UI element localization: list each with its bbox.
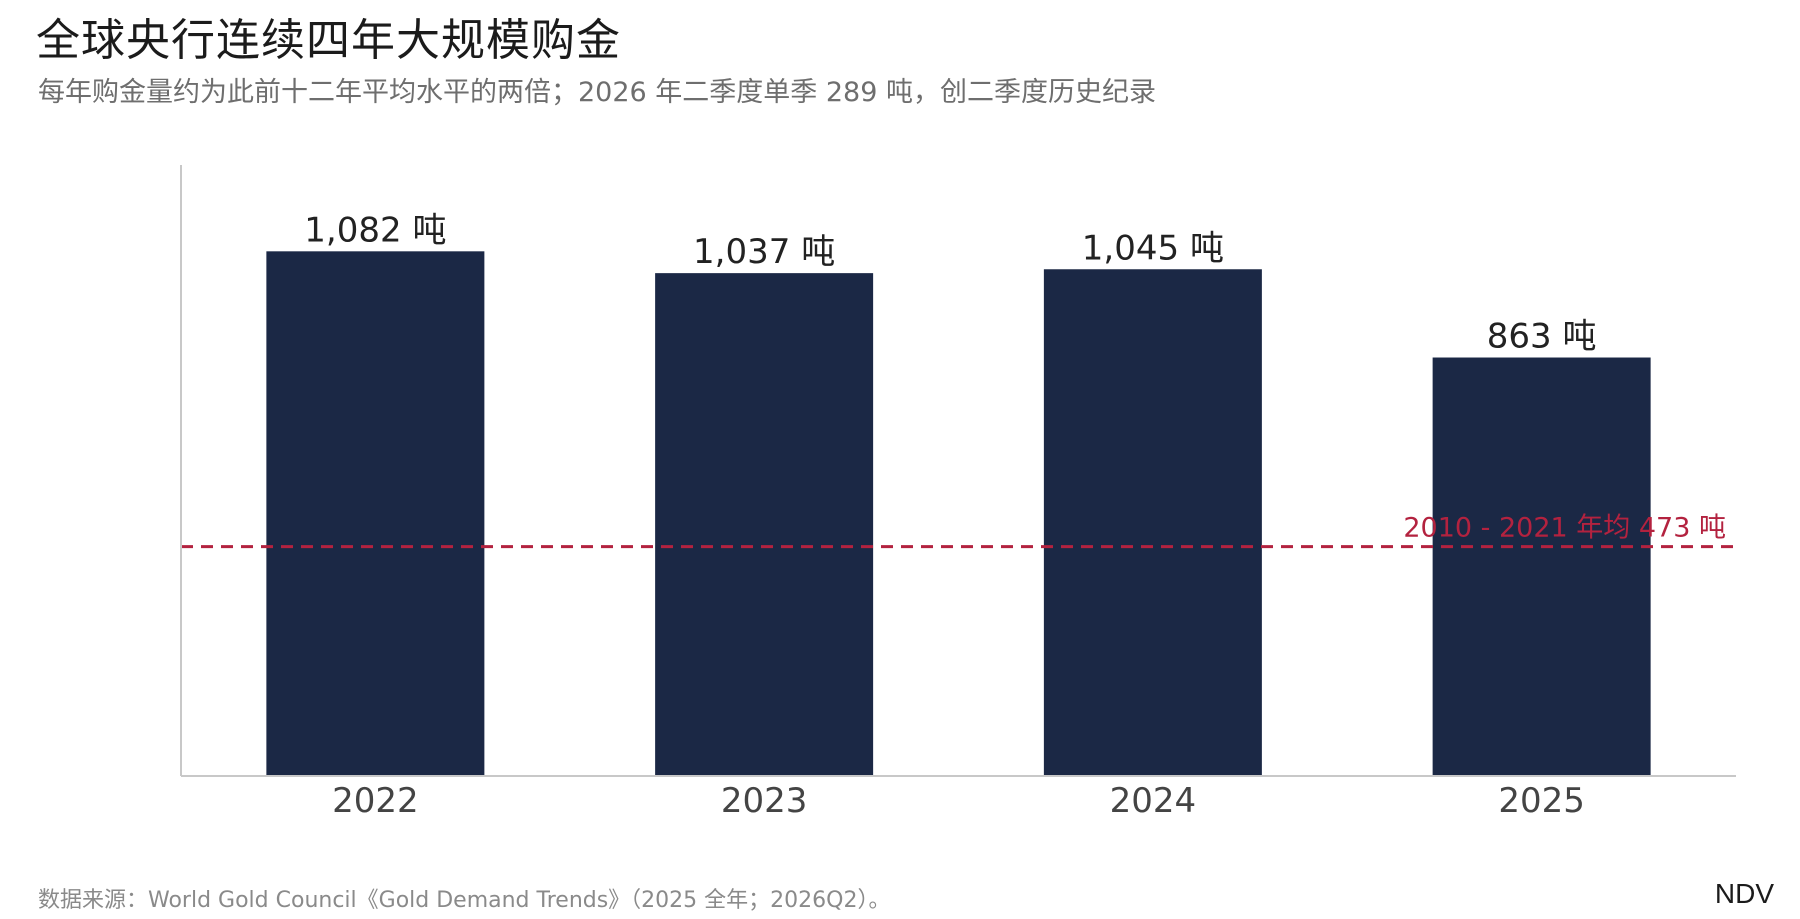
data-label-2023: 1,037 吨 [693, 232, 835, 272]
reference-line-label: 2010 - 2021 年均 473 吨 [1403, 513, 1726, 544]
x-tick-label-2023: 2023 [721, 781, 808, 821]
bar-2023 [655, 273, 874, 776]
x-tick-label-2025: 2025 [1498, 781, 1585, 821]
brand-logo: NDV [1714, 878, 1774, 909]
data-label-2022: 1,082 吨 [304, 210, 446, 250]
x-tick-label-2024: 2024 [1110, 781, 1197, 821]
chart-title: 全球央行连续四年大规模购金 [36, 15, 621, 66]
x-tick-label-2022: 2022 [332, 781, 419, 821]
bars-layer: 1,082 吨 1,037 吨 1,045 吨 863 吨 [266, 210, 1651, 777]
data-label-2024: 1,045 吨 [1082, 228, 1224, 268]
reference-layer: 2010 - 2021 年均 473 吨 [181, 513, 1736, 549]
bar-2024 [1043, 269, 1262, 776]
bar-2025 [1432, 357, 1651, 776]
source-note: 数据来源：World Gold Council《Gold Demand Tren… [38, 888, 891, 913]
data-label-2025: 863 吨 [1487, 317, 1597, 357]
chart-subtitle: 每年购金量约为此前十二年平均水平的两倍；2026 年二季度单季 289 吨，创二… [38, 77, 1156, 108]
axis-layer: 2022 2023 2024 2025 [180, 165, 1736, 821]
bar-2022 [266, 251, 485, 777]
